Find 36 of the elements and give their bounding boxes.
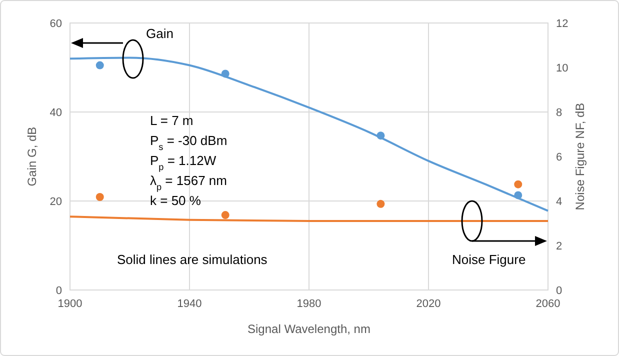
y2-tick-label: 10 bbox=[556, 62, 568, 74]
annotation: k = 50 % bbox=[150, 193, 202, 208]
annotation: P$_{s}$ = -30 dBm bbox=[150, 133, 228, 152]
y-axis-title: Gain G, dB bbox=[25, 126, 39, 186]
y-tick-label: 0 bbox=[56, 285, 62, 297]
point bbox=[221, 70, 230, 78]
annotation: Noise Figure bbox=[452, 252, 526, 267]
x-tick-label: 2060 bbox=[536, 298, 560, 310]
y2-tick-label: 4 bbox=[556, 196, 562, 208]
y-tick-label: 20 bbox=[50, 196, 62, 208]
point bbox=[96, 61, 104, 70]
y-tick-label: 40 bbox=[50, 107, 62, 119]
y2-tick-label: 6 bbox=[556, 152, 562, 164]
y2-axis-title: Noise Figure NF, dB bbox=[573, 102, 587, 210]
point bbox=[96, 192, 104, 201]
point bbox=[376, 200, 385, 208]
y2-tick-label: 2 bbox=[556, 240, 562, 252]
y2-tick-label: 12 bbox=[556, 18, 568, 30]
x-tick-label: 1980 bbox=[296, 298, 322, 310]
y2-tick-label: 0 bbox=[556, 285, 562, 297]
point bbox=[514, 191, 522, 200]
line-series bbox=[69, 56, 549, 212]
y-tick-label: 60 bbox=[50, 18, 62, 30]
annotation: L = 7 m bbox=[150, 113, 194, 128]
x-tick-label: 1900 bbox=[58, 298, 82, 310]
annotation: Gain bbox=[146, 26, 174, 41]
annotation: Solid lines are simulations bbox=[117, 252, 268, 267]
x-tick-label: 1940 bbox=[177, 298, 202, 310]
point bbox=[221, 211, 230, 220]
point bbox=[514, 180, 522, 188]
annotation: P$_{p}$ = 1.12W bbox=[150, 153, 217, 172]
y2-tick-label: 8 bbox=[556, 107, 562, 119]
point bbox=[376, 132, 385, 140]
x-axis-title: Signal Wavelength, nm bbox=[248, 322, 370, 336]
annotation: λ$_{p}$ = 1567 nm bbox=[150, 173, 227, 192]
x-tick-label: 2020 bbox=[416, 298, 441, 310]
